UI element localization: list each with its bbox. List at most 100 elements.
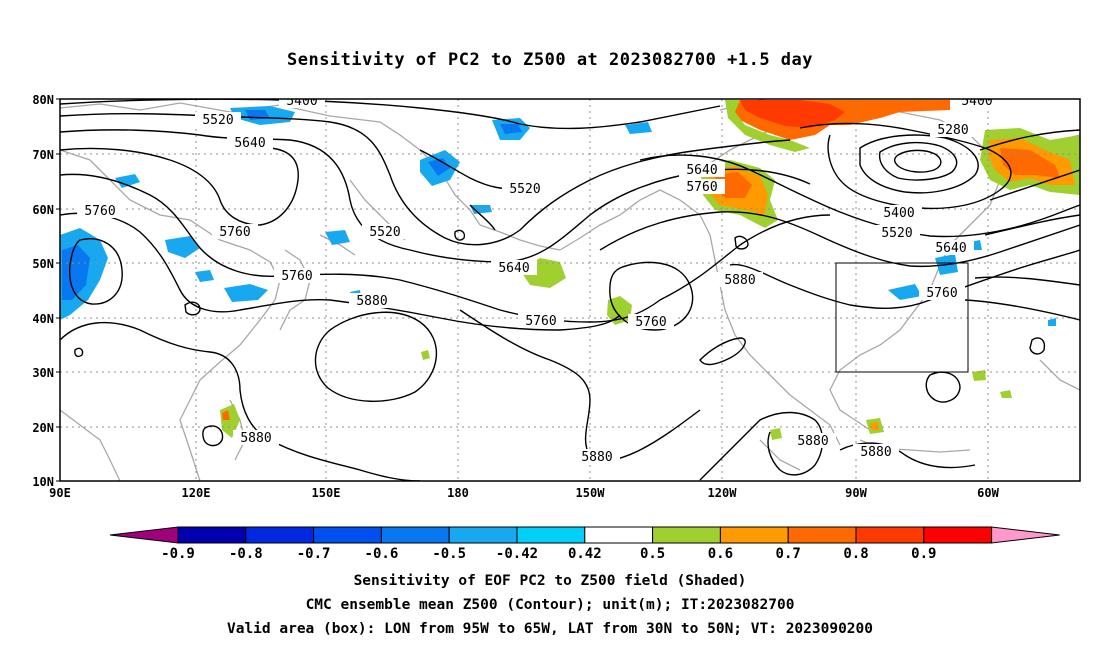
lat-tick-label: 20N [32, 421, 54, 435]
lon-tick-label: 120E [182, 486, 211, 500]
colorbar-segment [584, 526, 654, 544]
lat-tick-label: 50N [32, 257, 54, 271]
colorbar-segment [448, 526, 518, 544]
contour-label: 5280 [930, 122, 976, 138]
colorbar-tick-label: 0.6 [708, 546, 733, 562]
svg-text:5520: 5520 [509, 182, 540, 197]
contour-label: 5880 [233, 430, 279, 446]
contour-label: 5760 [212, 224, 258, 240]
contour-label: 5760 [679, 179, 725, 195]
svg-text:5760: 5760 [635, 315, 666, 330]
map-plot-area: 5400 5520 5640 5760 5760 5520 5520 5760 … [60, 94, 1080, 481]
contour-label: 5640 [679, 162, 725, 178]
svg-text:5400: 5400 [961, 94, 992, 109]
contour-label: 5760 [628, 314, 674, 330]
svg-text:5760: 5760 [525, 314, 556, 329]
svg-text:5520: 5520 [202, 113, 233, 128]
contour-labels: 5400 5520 5640 5760 5760 5520 5520 5760 … [77, 94, 1000, 465]
map-title: Sensitivity of PC2 to Z500 at 2023082700… [286, 50, 813, 70]
svg-text:5640: 5640 [686, 163, 717, 178]
contour-label: 5880 [853, 444, 899, 460]
svg-text:5880: 5880 [797, 434, 828, 449]
colorbar-segment [923, 526, 993, 544]
contour-label: 5640 [491, 260, 537, 276]
svg-text:5280: 5280 [937, 123, 968, 138]
contour-label: 5640 [227, 135, 273, 151]
svg-text:5880: 5880 [240, 431, 271, 446]
contour-label: 5880 [790, 433, 836, 449]
lon-axis: 90E 120E 150E 180 150W 120W 90W 60W [49, 486, 999, 500]
svg-text:5880: 5880 [860, 445, 891, 460]
contour-label: 5400 [279, 94, 325, 109]
colorbar-segment [177, 526, 247, 544]
colorbar-right-arrow [991, 526, 1060, 544]
contour-label: 5640 [928, 240, 974, 256]
contour-label: 5760 [919, 285, 965, 301]
contour-label: 5760 [77, 203, 123, 219]
lat-tick-label: 80N [32, 93, 54, 107]
lat-tick-label: 10N [32, 475, 54, 489]
svg-text:5640: 5640 [234, 136, 265, 151]
map-frame [59, 98, 1081, 482]
svg-text:5640: 5640 [498, 261, 529, 276]
colorbar-tick-label: 0.9 [911, 546, 936, 562]
footer-line-2: CMC ensemble mean Z500 (Contour); unit(m… [305, 597, 795, 613]
lat-tick-label: 30N [32, 366, 54, 380]
colorbar-tick-label: -0.6 [365, 546, 399, 562]
lon-tick-label: 90W [845, 486, 867, 500]
svg-text:5760: 5760 [686, 180, 717, 195]
svg-text:5880: 5880 [581, 450, 612, 465]
footer-line-1: Sensitivity of EOF PC2 to Z500 field (Sh… [353, 573, 747, 589]
colorbar-tick-label: 0.5 [640, 546, 665, 562]
colorbar-tick-label: 0.7 [776, 546, 801, 562]
svg-text:5640: 5640 [935, 241, 966, 256]
svg-text:5880: 5880 [724, 273, 755, 288]
svg-text:5400: 5400 [883, 206, 914, 221]
colorbar-tick-label: -0.9 [161, 546, 195, 562]
svg-text:5760: 5760 [219, 225, 250, 240]
lon-tick-label: 150W [576, 486, 606, 500]
contour-label: 5880 [349, 293, 395, 309]
colorbar-segment [313, 526, 382, 544]
lat-tick-label: 70N [32, 148, 54, 162]
valid-area-box [835, 262, 969, 373]
colorbar-tick-label: 0.8 [843, 546, 868, 562]
svg-text:5520: 5520 [881, 226, 912, 241]
colorbar-segment [855, 526, 925, 544]
colorbar-segment [652, 526, 721, 544]
lat-axis: 80N 70N 60N 50N 40N 30N 20N 10N [32, 93, 60, 489]
colorbar-segment [245, 526, 315, 544]
svg-text:5760: 5760 [84, 204, 115, 219]
lon-tick-label: 150E [312, 486, 341, 500]
colorbar-segment [516, 526, 586, 544]
colorbar-segment [719, 526, 789, 544]
svg-text:5760: 5760 [926, 286, 957, 301]
contour-label: 5880 [574, 449, 620, 465]
colorbar-tick-label: -0.8 [229, 546, 263, 562]
svg-text:5880: 5880 [356, 294, 387, 309]
contour-label: 5400 [954, 94, 1000, 109]
contour-label: 5400 [876, 205, 922, 221]
colorbar-segment [787, 526, 857, 544]
contour-label: 5520 [362, 224, 408, 240]
footer-line-3: Valid area (box): LON from 95W to 65W, L… [226, 621, 873, 637]
colorbar-segment [380, 526, 450, 544]
colorbar-tick-label: -0.5 [432, 546, 466, 562]
svg-text:5400: 5400 [286, 94, 317, 109]
colorbar-tick-label: 0.42 [568, 546, 602, 562]
contour-label: 5520 [874, 225, 920, 241]
contour-label: 5760 [518, 313, 564, 329]
lat-tick-label: 60N [32, 203, 54, 217]
colorbar-tick-label: -0.42 [496, 546, 538, 562]
lat-tick-label: 40N [32, 312, 54, 326]
svg-text:5760: 5760 [281, 269, 312, 284]
lon-tick-label: 90E [49, 486, 71, 500]
contour-label: 5520 [195, 112, 241, 128]
svg-text:5520: 5520 [369, 225, 400, 240]
grid-lines [60, 99, 1080, 481]
contour-label: 5880 [717, 272, 763, 288]
z500-contours [60, 99, 1080, 481]
colorbar-left-arrow [109, 526, 179, 544]
lon-tick-label: 180 [447, 486, 469, 500]
